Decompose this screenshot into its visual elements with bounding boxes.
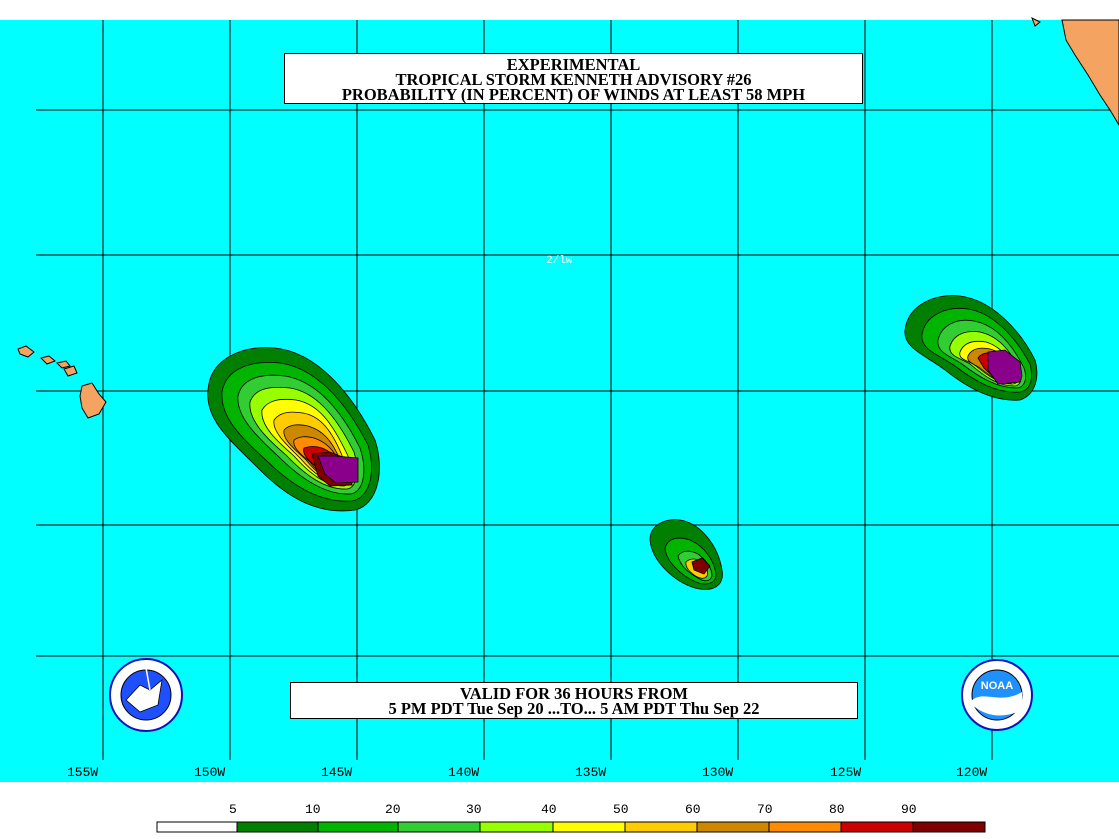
legend-swatch xyxy=(397,821,481,833)
title-line-3: PROBABILITY (IN PERCENT) OF WINDS AT LEA… xyxy=(341,85,806,104)
marker-label: 2/lw xyxy=(546,255,573,267)
valid-box: VALID FOR 36 HOURS FROM 5 PM PDT Tue Sep… xyxy=(290,682,858,719)
lon-tick: 140W xyxy=(448,765,480,780)
legend-label: 90 xyxy=(901,802,917,817)
legend-label: 40 xyxy=(541,802,557,817)
lon-tick: 150W xyxy=(194,765,226,780)
title-line-2: TROPICAL STORM KENNETH ADVISORY #26 xyxy=(395,70,752,89)
lon-tick: 125W xyxy=(830,765,862,780)
noaa-logo-icon: NOAA xyxy=(961,659,1033,731)
legend-swatch xyxy=(912,821,986,833)
nws-logo-icon xyxy=(109,658,183,732)
lon-tick: 145W xyxy=(321,765,353,780)
noaa-logo-text: NOAA xyxy=(981,680,1013,692)
lon-tick: 155W xyxy=(67,765,99,780)
legend-swatch xyxy=(768,821,842,833)
legend-swatch xyxy=(236,821,319,833)
legend-label: 50 xyxy=(613,802,629,817)
probability-swath-center xyxy=(649,519,723,590)
legend-label: 10 xyxy=(305,802,321,817)
valid-line-2: 5 PM PDT Tue Sep 20 ...TO... 5 AM PDT Th… xyxy=(388,699,760,718)
hawaii-islands xyxy=(17,345,107,419)
title-line-1: EXPERIMENTAL xyxy=(506,55,641,74)
lon-tick: 130W xyxy=(702,765,734,780)
probability-swath-west xyxy=(207,347,380,512)
legend-swatch xyxy=(317,821,399,833)
legend-label: 30 xyxy=(466,802,482,817)
legend-swatch xyxy=(696,821,770,833)
legend-label: 70 xyxy=(757,802,773,817)
legend-swatch xyxy=(479,821,554,833)
legend-swatch xyxy=(552,821,626,833)
legend-swatch xyxy=(840,821,914,833)
legend-swatch xyxy=(156,821,238,833)
legend-label: 20 xyxy=(385,802,401,817)
lon-tick: 120W xyxy=(956,765,988,780)
title-box: EXPERIMENTAL TROPICAL STORM KENNETH ADVI… xyxy=(284,53,863,104)
legend-label: 80 xyxy=(829,802,845,817)
lon-tick: 135W xyxy=(575,765,607,780)
legend-label: 5 xyxy=(229,802,237,817)
legend-swatch xyxy=(624,821,698,833)
valid-line-1: VALID FOR 36 HOURS FROM xyxy=(460,684,688,703)
legend-label: 60 xyxy=(685,802,701,817)
mexico-coast xyxy=(1031,16,1119,126)
probability-swath-east xyxy=(904,295,1038,401)
legend-bar xyxy=(156,821,986,833)
ocean xyxy=(0,20,1119,782)
